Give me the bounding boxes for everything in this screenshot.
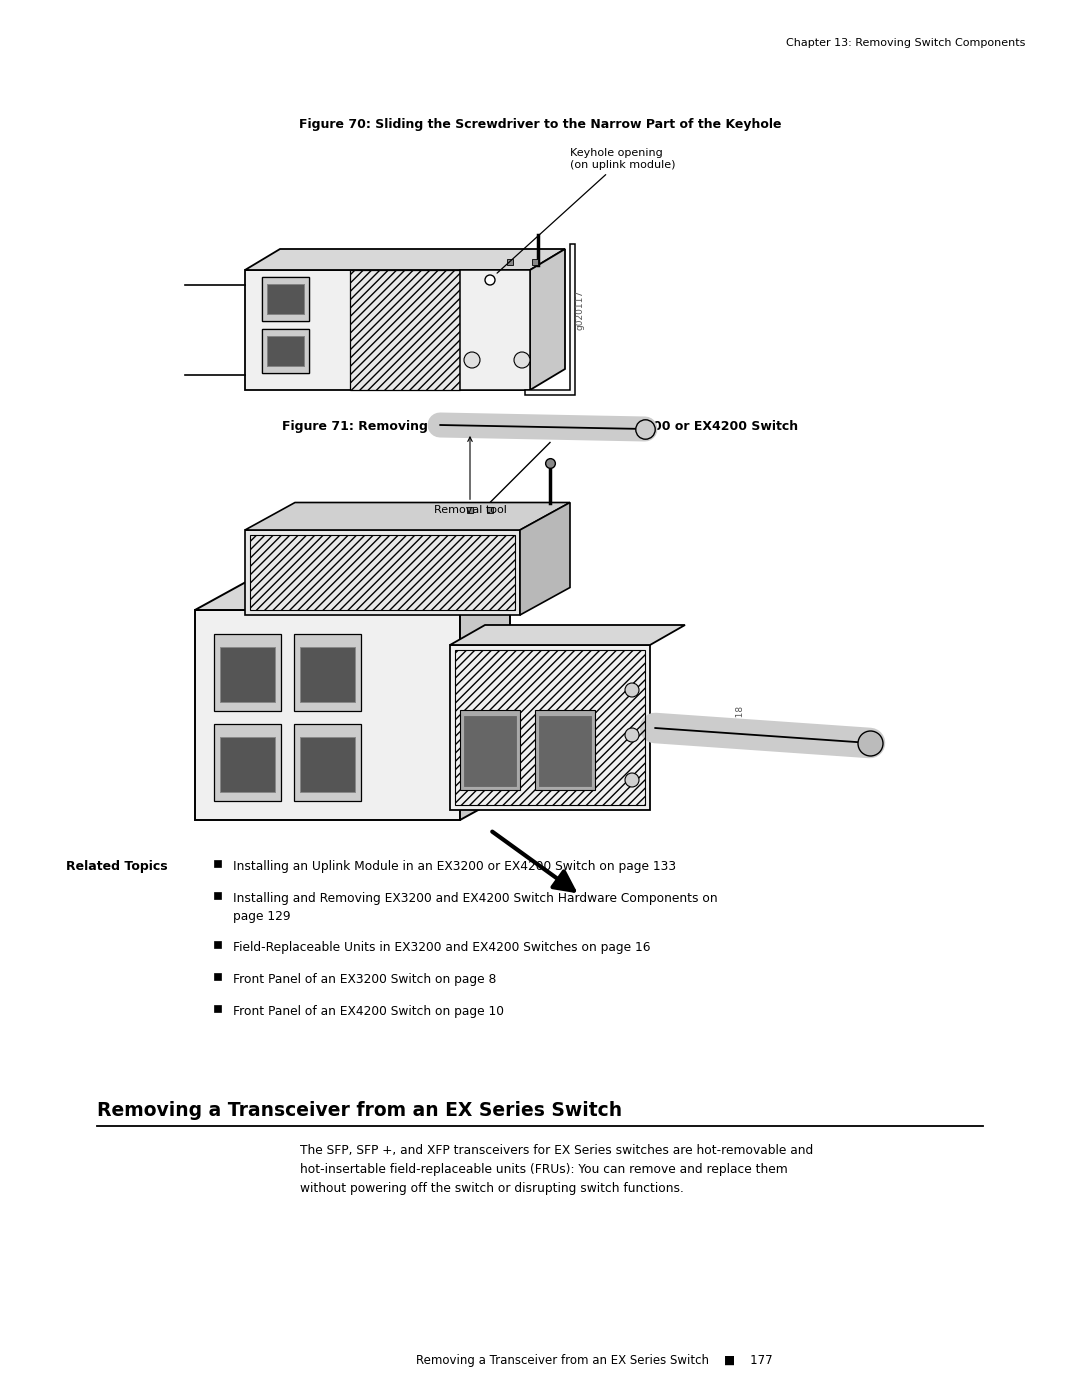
FancyBboxPatch shape [262,277,309,321]
Polygon shape [350,270,460,390]
FancyBboxPatch shape [262,330,309,373]
FancyBboxPatch shape [220,647,275,703]
Polygon shape [245,249,565,270]
Text: Front Panel of an EX3200 Switch on page 8: Front Panel of an EX3200 Switch on page … [233,972,497,986]
Bar [455,650,645,805]
Text: Related Topics: Related Topics [66,861,168,873]
FancyBboxPatch shape [267,284,303,314]
Text: g020118: g020118 [735,705,744,745]
Text: Chapter 13: Removing Switch Components: Chapter 13: Removing Switch Components [785,38,1025,47]
FancyBboxPatch shape [294,724,361,800]
Polygon shape [460,270,530,390]
Bar [460,710,519,789]
Polygon shape [195,610,460,820]
Bar [535,710,595,789]
Polygon shape [450,645,650,810]
Circle shape [464,352,480,367]
Polygon shape [450,624,685,645]
Polygon shape [525,244,575,395]
Circle shape [485,275,495,285]
Bar [214,893,221,900]
Text: The SFP, SFP +, and XFP transceivers for EX Series switches are hot-removable an: The SFP, SFP +, and XFP transceivers for… [300,1144,813,1194]
Polygon shape [245,529,519,615]
Polygon shape [460,583,510,820]
Text: Field-Replaceable Units in EX3200 and EX4200 Switches on page 16: Field-Replaceable Units in EX3200 and EX… [233,942,650,954]
FancyBboxPatch shape [300,738,355,792]
FancyBboxPatch shape [267,337,303,366]
Bar [214,972,221,981]
Text: Installing an Uplink Module in an EX3200 or EX4200 Switch on page 133: Installing an Uplink Module in an EX3200… [233,861,676,873]
Polygon shape [245,503,570,529]
FancyBboxPatch shape [300,647,355,703]
FancyBboxPatch shape [262,277,309,321]
FancyBboxPatch shape [294,634,361,711]
Text: Front Panel of an EX4200 Switch on page 10: Front Panel of an EX4200 Switch on page … [233,1004,504,1018]
FancyBboxPatch shape [267,337,303,366]
Bar [464,717,516,787]
Polygon shape [245,270,530,390]
Circle shape [625,683,639,697]
Polygon shape [519,503,570,615]
FancyBboxPatch shape [214,634,281,711]
Circle shape [625,728,639,742]
Text: Removing a Transceiver from an EX Series Switch    ■    177: Removing a Transceiver from an EX Series… [416,1354,772,1368]
Text: g020117: g020117 [576,291,584,330]
FancyBboxPatch shape [214,724,281,800]
Text: Keyhole opening
(on uplink module): Keyhole opening (on uplink module) [497,148,675,274]
FancyBboxPatch shape [220,738,275,792]
Text: Figure 70: Sliding the Screwdriver to the Narrow Part of the Keyhole: Figure 70: Sliding the Screwdriver to th… [299,117,781,131]
Circle shape [625,773,639,787]
Polygon shape [195,583,510,610]
FancyBboxPatch shape [267,284,303,314]
Bar [214,1004,221,1011]
Text: Removing a Transceiver from an EX Series Switch: Removing a Transceiver from an EX Series… [97,1101,622,1120]
FancyBboxPatch shape [262,330,309,373]
Bar [249,535,515,610]
Polygon shape [530,249,565,390]
Text: Installing and Removing EX3200 and EX4200 Switch Hardware Components on
page 129: Installing and Removing EX3200 and EX420… [233,893,717,923]
Text: Figure 71: Removing an Uplink Module from an EX3200 or EX4200 Switch: Figure 71: Removing an Uplink Module fro… [282,420,798,433]
Text: Removal tool: Removal tool [433,437,507,515]
Bar [214,861,221,868]
Bar [214,942,221,949]
Bar [539,717,591,787]
Circle shape [514,352,530,367]
